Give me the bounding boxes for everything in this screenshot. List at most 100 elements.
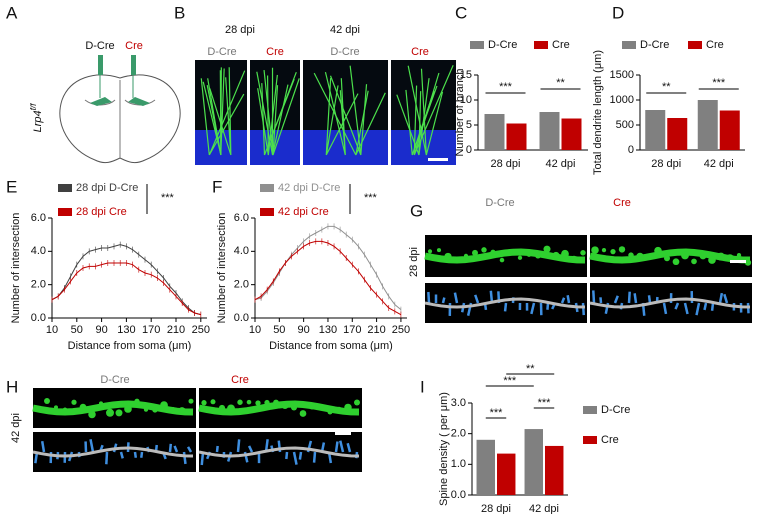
- bar: [506, 123, 527, 150]
- genotype-label: Lrp4f/f: [29, 103, 44, 132]
- spine: [463, 253, 469, 259]
- spine: [427, 291, 431, 304]
- x-tick-label: 130: [319, 324, 337, 336]
- dendrite: [198, 446, 360, 458]
- bar: [667, 118, 688, 150]
- time-label: 28 dpi: [225, 24, 255, 36]
- spine: [441, 297, 446, 304]
- spine: [215, 445, 219, 453]
- spine: [285, 451, 289, 460]
- x-tick-label: 42 dpi: [704, 158, 734, 170]
- dendrite: [200, 70, 246, 156]
- spine: [346, 442, 352, 453]
- spine: [105, 451, 109, 465]
- spine: [664, 255, 670, 262]
- spine: [237, 399, 243, 405]
- y-tick-label: 1500: [610, 69, 634, 81]
- spine: [708, 256, 716, 264]
- panel-letter: H: [6, 377, 18, 396]
- spine: [474, 294, 480, 304]
- spine: [124, 405, 132, 413]
- dendrite: [256, 67, 289, 156]
- time-label: 42 dpi: [10, 413, 22, 443]
- bar: [561, 118, 582, 150]
- spine: [543, 245, 551, 253]
- spine: [601, 248, 607, 253]
- condition-label: Cre: [266, 46, 284, 58]
- y-tick-label: 4.0: [31, 245, 46, 257]
- significance: **: [526, 363, 535, 375]
- significance: ***: [503, 375, 517, 387]
- legend-swatch: [470, 41, 484, 49]
- spine: [570, 255, 578, 263]
- x-tick-label: 42 dpi: [529, 503, 559, 514]
- legend-swatch: [260, 208, 274, 216]
- spine: [292, 451, 298, 465]
- spine: [281, 401, 289, 410]
- significance: ***: [364, 192, 378, 204]
- syringe: [98, 55, 103, 75]
- genotype-sup: f/f: [29, 103, 38, 110]
- spine: [490, 249, 496, 255]
- spine: [646, 253, 652, 260]
- spine: [683, 302, 689, 315]
- y-tick-label: 6.0: [31, 212, 46, 224]
- series-line: [51, 262, 201, 316]
- condition-label: D-Cre: [330, 46, 359, 58]
- spine: [201, 400, 207, 406]
- condition-label: Cre: [411, 46, 429, 58]
- series-line: [51, 244, 201, 316]
- y-tick-label: 0.0: [31, 312, 46, 324]
- x-tick-label: 170: [142, 324, 160, 336]
- spine: [44, 398, 50, 404]
- spine: [188, 398, 194, 404]
- scale-bar: [428, 158, 448, 161]
- spine: [312, 451, 317, 463]
- spine: [168, 443, 173, 453]
- spine: [628, 252, 634, 258]
- significance: ***: [161, 192, 175, 204]
- spine: [334, 441, 339, 453]
- legend-swatch: [58, 184, 72, 192]
- panel-letter: G: [410, 201, 423, 220]
- x-tick-label: 210: [367, 324, 385, 336]
- x-tick-label: 10: [46, 324, 58, 336]
- x-axis-label: Distance from soma (μm): [68, 340, 192, 352]
- panel-letter: B: [174, 3, 185, 22]
- spine: [691, 258, 697, 265]
- panel-letters: A B C D E F G H I: [6, 3, 624, 396]
- bar: [545, 445, 564, 495]
- spine: [654, 246, 662, 255]
- legend-swatch: [58, 208, 72, 216]
- dendrite: [405, 85, 438, 156]
- series-line: [254, 240, 402, 316]
- spine: [591, 246, 599, 254]
- spine: [336, 406, 342, 413]
- scale-bar: [730, 260, 746, 263]
- spine: [89, 439, 95, 453]
- y-tick-label: 0.0: [451, 489, 466, 501]
- spine: [744, 259, 752, 266]
- spine: [481, 247, 487, 253]
- x-tick-label: 90: [298, 324, 310, 336]
- legend-swatch: [622, 41, 636, 49]
- x-tick-label: 50: [273, 324, 285, 336]
- condition-label: Cre: [613, 197, 631, 209]
- spine: [703, 302, 708, 311]
- y-tick-label: 10: [460, 94, 472, 106]
- dendrite: [32, 400, 194, 416]
- y-tick-label: 3.0: [451, 397, 466, 409]
- injection-site: [90, 97, 150, 106]
- significance: ***: [499, 81, 513, 93]
- significance: ***: [490, 407, 504, 419]
- spine: [134, 398, 140, 404]
- significance: ***: [538, 397, 552, 409]
- spine: [299, 410, 307, 417]
- y-tick-label: 4.0: [234, 245, 249, 257]
- spine: [454, 258, 460, 264]
- spine: [298, 451, 303, 460]
- y-tick-label: 0.0: [234, 312, 249, 324]
